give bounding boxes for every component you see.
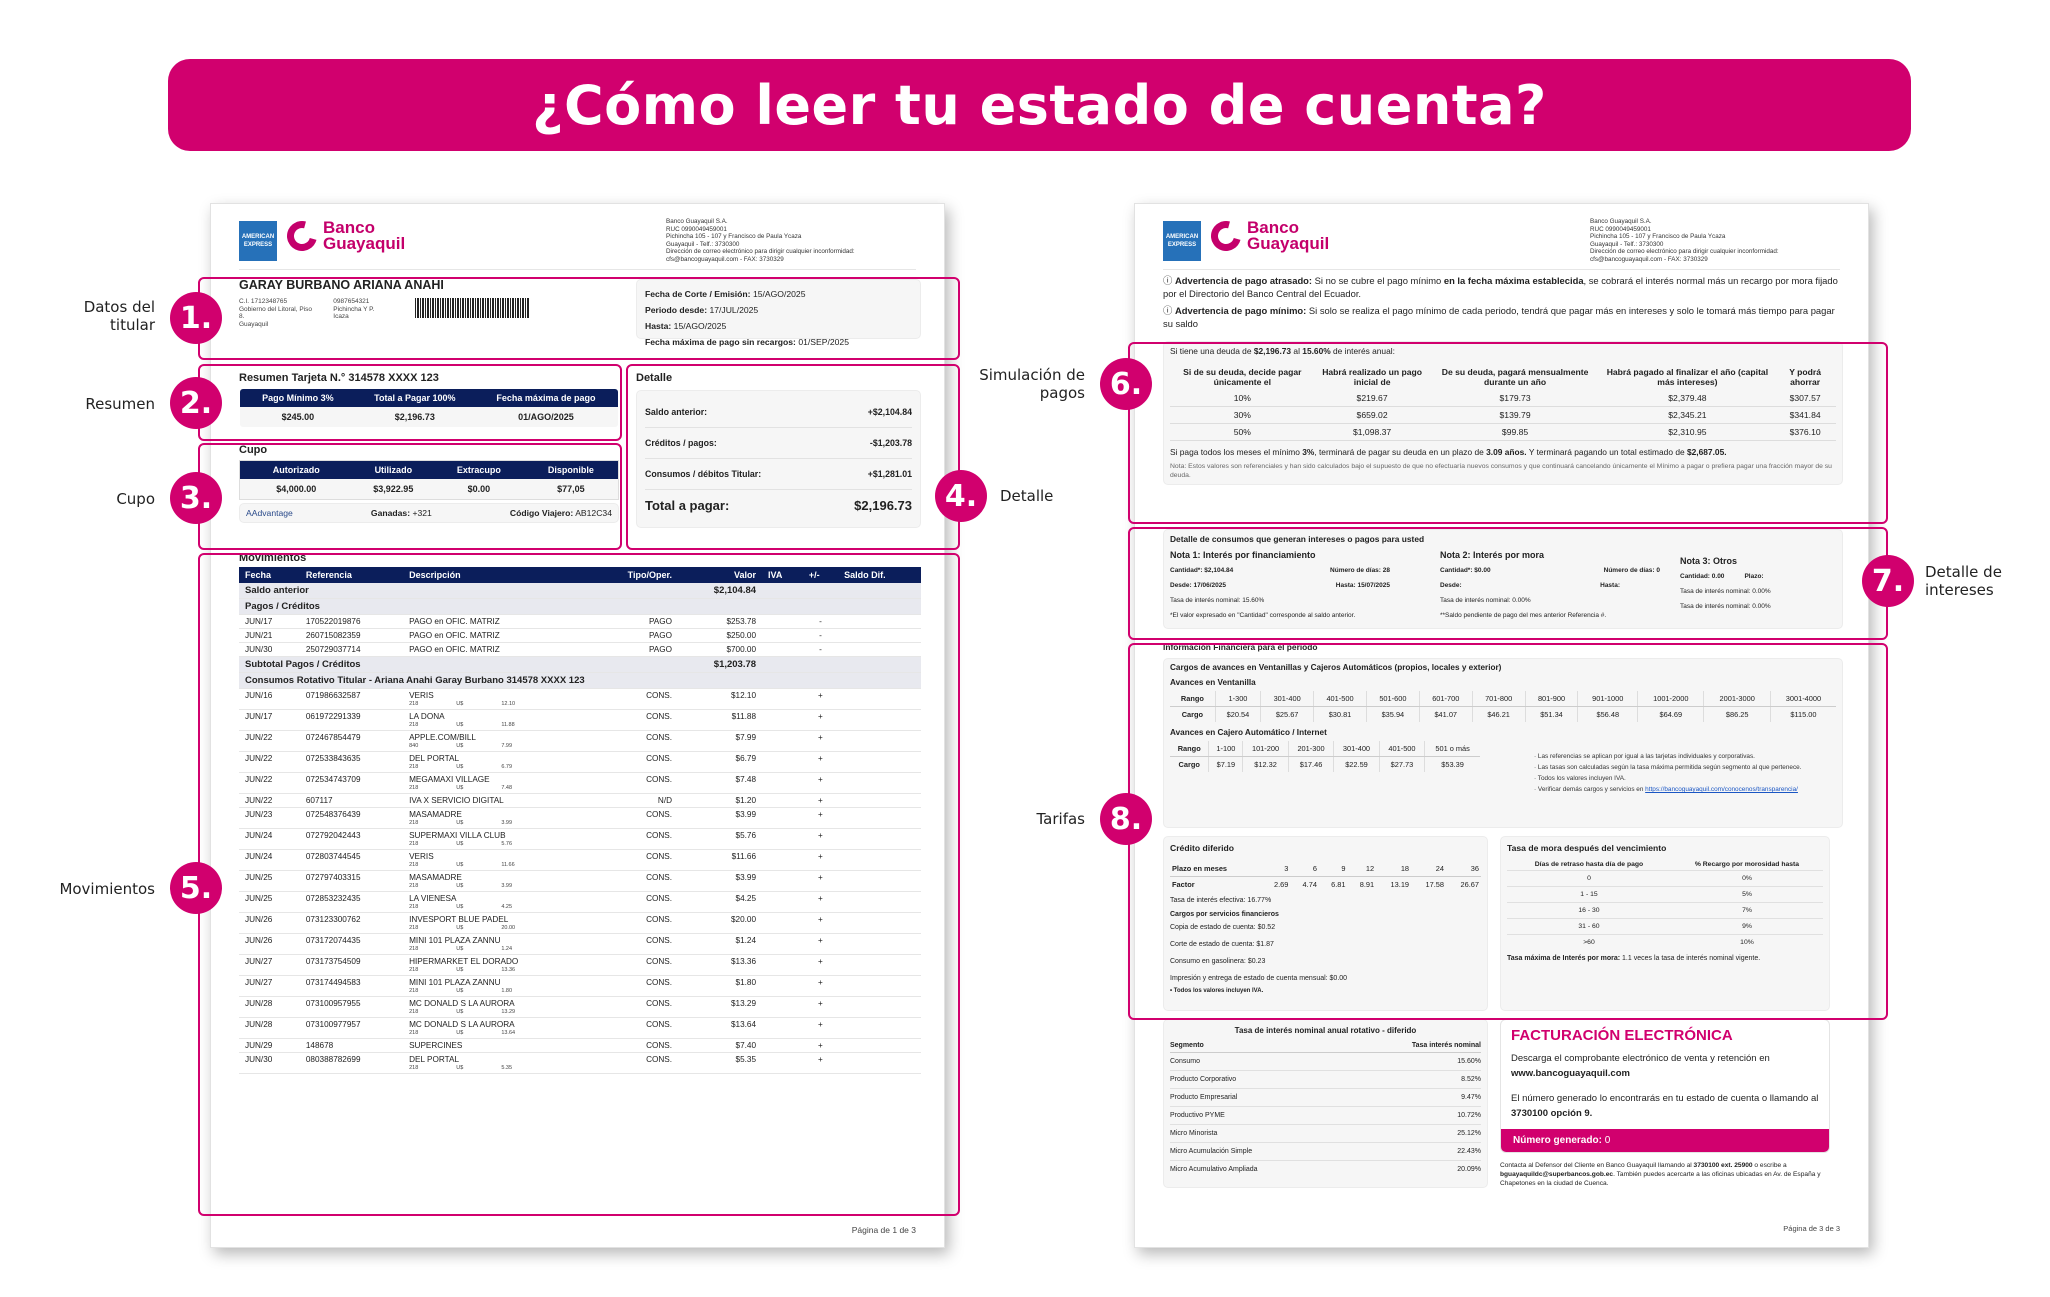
callout-label-8: Tarifas (1036, 810, 1086, 828)
late-fee-table: Tasa de mora después del vencimiento Día… (1500, 836, 1830, 1011)
customer-defender-note: Contacta al Defensor del Cliente en Banc… (1500, 1162, 1821, 1187)
callout-box-2 (198, 364, 622, 441)
detail-section: Detalle Saldo anterior: +$2,104.84 Crédit… (636, 372, 921, 528)
transaction-row: JUN/22 072467854479 APPLE.COM/BILL 840 U$ 7.9… (239, 730, 921, 752)
banco-guayaquil-logo: Banco Guayaquil (281, 215, 405, 257)
bank-contact-info: Banco Guayaquil S.A. RUC 0990049459001 Pic… (1590, 218, 1779, 263)
amex-logo-icon: AMERICAN EXPRESS (239, 221, 277, 261)
generated-number: Número generado: 0 (1501, 1129, 1829, 1152)
page-title: ¿Cómo leer tu estado de cuenta? (532, 73, 1547, 137)
statement-page-1: AMERICAN EXPRESS Banco Guayaquil Banco Gua… (210, 203, 945, 1248)
minimum-payment-warning: ⓘ Advertencia de pago mínimo: Si solo se… (1163, 305, 1835, 329)
payment-simulation: Si tiene una deuda de $2,196.73 al 15.60… (1163, 341, 1843, 485)
page-title-banner: ¿Cómo leer tu estado de cuenta? (168, 59, 1911, 151)
callout-badge-6: 6. (1100, 358, 1152, 410)
banco-guayaquil-logo: Banco Guayaquil (1205, 215, 1329, 257)
page-number: Página de 3 de 3 (1783, 1224, 1840, 1233)
nominal-rate-table: Tasa de interés nominal anual rotativo -… (1163, 1019, 1488, 1188)
atm-fees-table: Rango 1-100 101-200 201-300 301-400 401-500 50… (1170, 741, 1480, 772)
statement-page-2: AMERICAN EXPRESS Banco Guayaquil Banco Gua… (1134, 203, 1869, 1248)
simulation-row: 10% $219.67 $179.73 $2,379.48 $307.57 (1170, 390, 1836, 407)
transactions-section: Movimientos Fecha Referencia Descripción Ti… (239, 552, 921, 1074)
holder-info: GARAY BURBANO ARIANA ANAHI C.I. 17123487… (239, 278, 529, 328)
callout-box-6 (1128, 342, 1888, 524)
interest-detail: Detalle de consumos que generan interese… (1163, 529, 1843, 629)
callout-label-3: Cupo (116, 490, 155, 508)
page-number: Página de 1 de 3 (851, 1225, 916, 1235)
transaction-row: JUN/27 073173754509 HIPERMARKET EL DORADO 2… (239, 954, 921, 976)
transaction-row: JUN/17 061972291339 LA DONA 218 U$ 11.88 CONS.… (239, 709, 921, 731)
aadvantage-logo-icon: AAdvantage (246, 508, 293, 518)
page-header: AMERICAN EXPRESS Banco Guayaquil Banco Gua… (1163, 215, 1840, 270)
transaction-row: JUN/26 073123300762 INVESPORT BLUE PADEL 21… (239, 912, 921, 934)
transactions-table: Fecha Referencia Descripción Tipo/Oper. Valo… (239, 567, 921, 1074)
bank-logo-icon (1205, 215, 1247, 257)
callout-badge-3: 3. (170, 472, 222, 524)
transaction-row: JUN/26 073172074435 MINI 101 PLAZA ZANNU 21… (239, 933, 921, 955)
callout-badge-8: 8. (1100, 793, 1152, 845)
late-payment-warning: ⓘ Advertencia de pago atrasado: Si no se… (1163, 275, 1838, 299)
transaction-row: JUN/22 072533843635 DEL PORTAL 218 U$ 6.79 CON… (239, 751, 921, 773)
callout-label-2: Resumen (85, 395, 155, 413)
transaction-row: JUN/27 073174494583 MINI 101 PLAZA ZANNU 21… (239, 975, 921, 997)
callout-badge-5: 5. (170, 862, 222, 914)
payment-row: JUN/17 170522019876 PAGO en OFIC. MATRIZ PA… (239, 614, 921, 629)
transaction-row: JUN/24 072803744545 VERIS 218 U$ 11.66 CONS. $1… (239, 849, 921, 871)
bank-contact-info: Banco Guayaquil S.A. RUC 0990049459001 Pic… (666, 218, 855, 263)
callout-box-1 (198, 277, 960, 360)
callout-label-1: Datos del titular (83, 298, 155, 334)
callout-badge-2: 2. (170, 377, 222, 429)
callout-box-8 (1128, 643, 1888, 1020)
callout-label-6: Simulación de pagos (979, 366, 1085, 402)
transaction-row: JUN/29 148678 SUPERCINES CONS. $7.40 + (239, 1038, 921, 1053)
callout-label-7: Detalle de intereses (1925, 563, 2002, 599)
transparency-link[interactable]: https://bancoguayaquil.com/conocenos/tra… (1645, 786, 1798, 793)
callout-box-5 (198, 553, 960, 1216)
payment-row: JUN/30 250729037714 PAGO en OFIC. MATRIZ PA… (239, 642, 921, 657)
transaction-row: JUN/30 080388782699 DEL PORTAL 218 U$ 5.35 CON… (239, 1052, 921, 1074)
transaction-row: JUN/24 072792042443 SUPERMAXI VILLA CLUB 21… (239, 828, 921, 850)
transaction-row: JUN/28 073100957955 MC DONALD S LA AURORA 2… (239, 996, 921, 1018)
deferred-credit: Crédito diferido Plazo en meses 3 6 9 12 18 24… (1163, 836, 1488, 1011)
credit-limit-section: Cupo Autorizado Utilizado Extracupo Disponi… (239, 444, 619, 523)
transaction-row: JUN/25 072853232435 LA VIENESA 218 U$ 4.25 CON… (239, 891, 921, 913)
fee-notes: · Las referencias se aplican por igual a… (1534, 753, 1802, 793)
callout-badge-1: 1. (170, 292, 222, 344)
amex-logo-icon: AMERICAN EXPRESS (1163, 221, 1201, 261)
simulation-row: 50% $1,098.37 $99.85 $2,310.95 $376.10 (1170, 423, 1836, 441)
transaction-row: JUN/16 071986632587 VERIS 218 U$ 12.10 CONS. $1… (239, 688, 921, 710)
simulation-row: 30% $659.02 $139.79 $2,345.21 $341.84 (1170, 406, 1836, 424)
ventanilla-fees-table: Rango 1-300 301-400 401-500 501-600 601-700 70… (1170, 691, 1836, 722)
holder-name: GARAY BURBANO ARIANA ANAHI (239, 278, 444, 292)
payment-row: JUN/21 260715082359 PAGO en OFIC. MATRIZ PA… (239, 628, 921, 643)
aadvantage-row: AAdvantage Ganadas: +321 Código Viajero:… (239, 503, 619, 523)
callout-box-3 (198, 443, 622, 550)
warnings: ⓘ Advertencia de pago atrasado: Si no se… (1163, 274, 1843, 330)
info-icon: ⓘ (1163, 305, 1173, 316)
fees-section: Información Financiera para el periodo C… (1163, 642, 1843, 1188)
callout-label-4: Detalle (1000, 487, 1054, 505)
callout-box-4 (626, 364, 960, 550)
barcode-icon (414, 298, 529, 318)
transaction-row: JUN/22 072534743709 MEGAMAXI VILLAGE 218 U$ 7… (239, 772, 921, 794)
summary-title: Resumen Tarjeta N.° 314578 XXXX 123 (239, 372, 439, 384)
page-header: AMERICAN EXPRESS Banco Guayaquil Banco Gua… (239, 215, 916, 270)
callout-box-7 (1128, 527, 1888, 640)
callout-label-5: Movimientos (59, 880, 155, 898)
info-icon: ⓘ (1163, 275, 1173, 286)
transaction-row: JUN/22 607117 IVA X SERVICIO DIGITAL N/D $1.… (239, 793, 921, 808)
e-invoicing-box: FACTURACIÓN ELECTRÓNICA Descarga el comp… (1500, 1019, 1830, 1153)
bank-logo-icon (281, 215, 323, 257)
transaction-row: JUN/28 073100977957 MC DONALD S LA AURORA 2… (239, 1017, 921, 1039)
deferred-factor-table: Plazo en meses 3 6 9 12 18 24 36 Factor 2.69 4.74 6… (1170, 861, 1481, 892)
transaction-row: JUN/23 072548376439 MASAMADRE 218 U$ 3.99 CONS… (239, 807, 921, 829)
callout-badge-7: 7. (1862, 555, 1914, 607)
summary-section: Resumen Tarjeta N.° 314578 XXXX 123 Pago… (239, 372, 619, 428)
transaction-row: JUN/25 072797403315 MASAMADRE 218 U$ 3.99 CONS… (239, 870, 921, 892)
callout-badge-4: 4. (935, 470, 987, 522)
statement-dates: Fecha de Corte / Emisión: 15/AGO/2025 Pe… (636, 279, 921, 347)
